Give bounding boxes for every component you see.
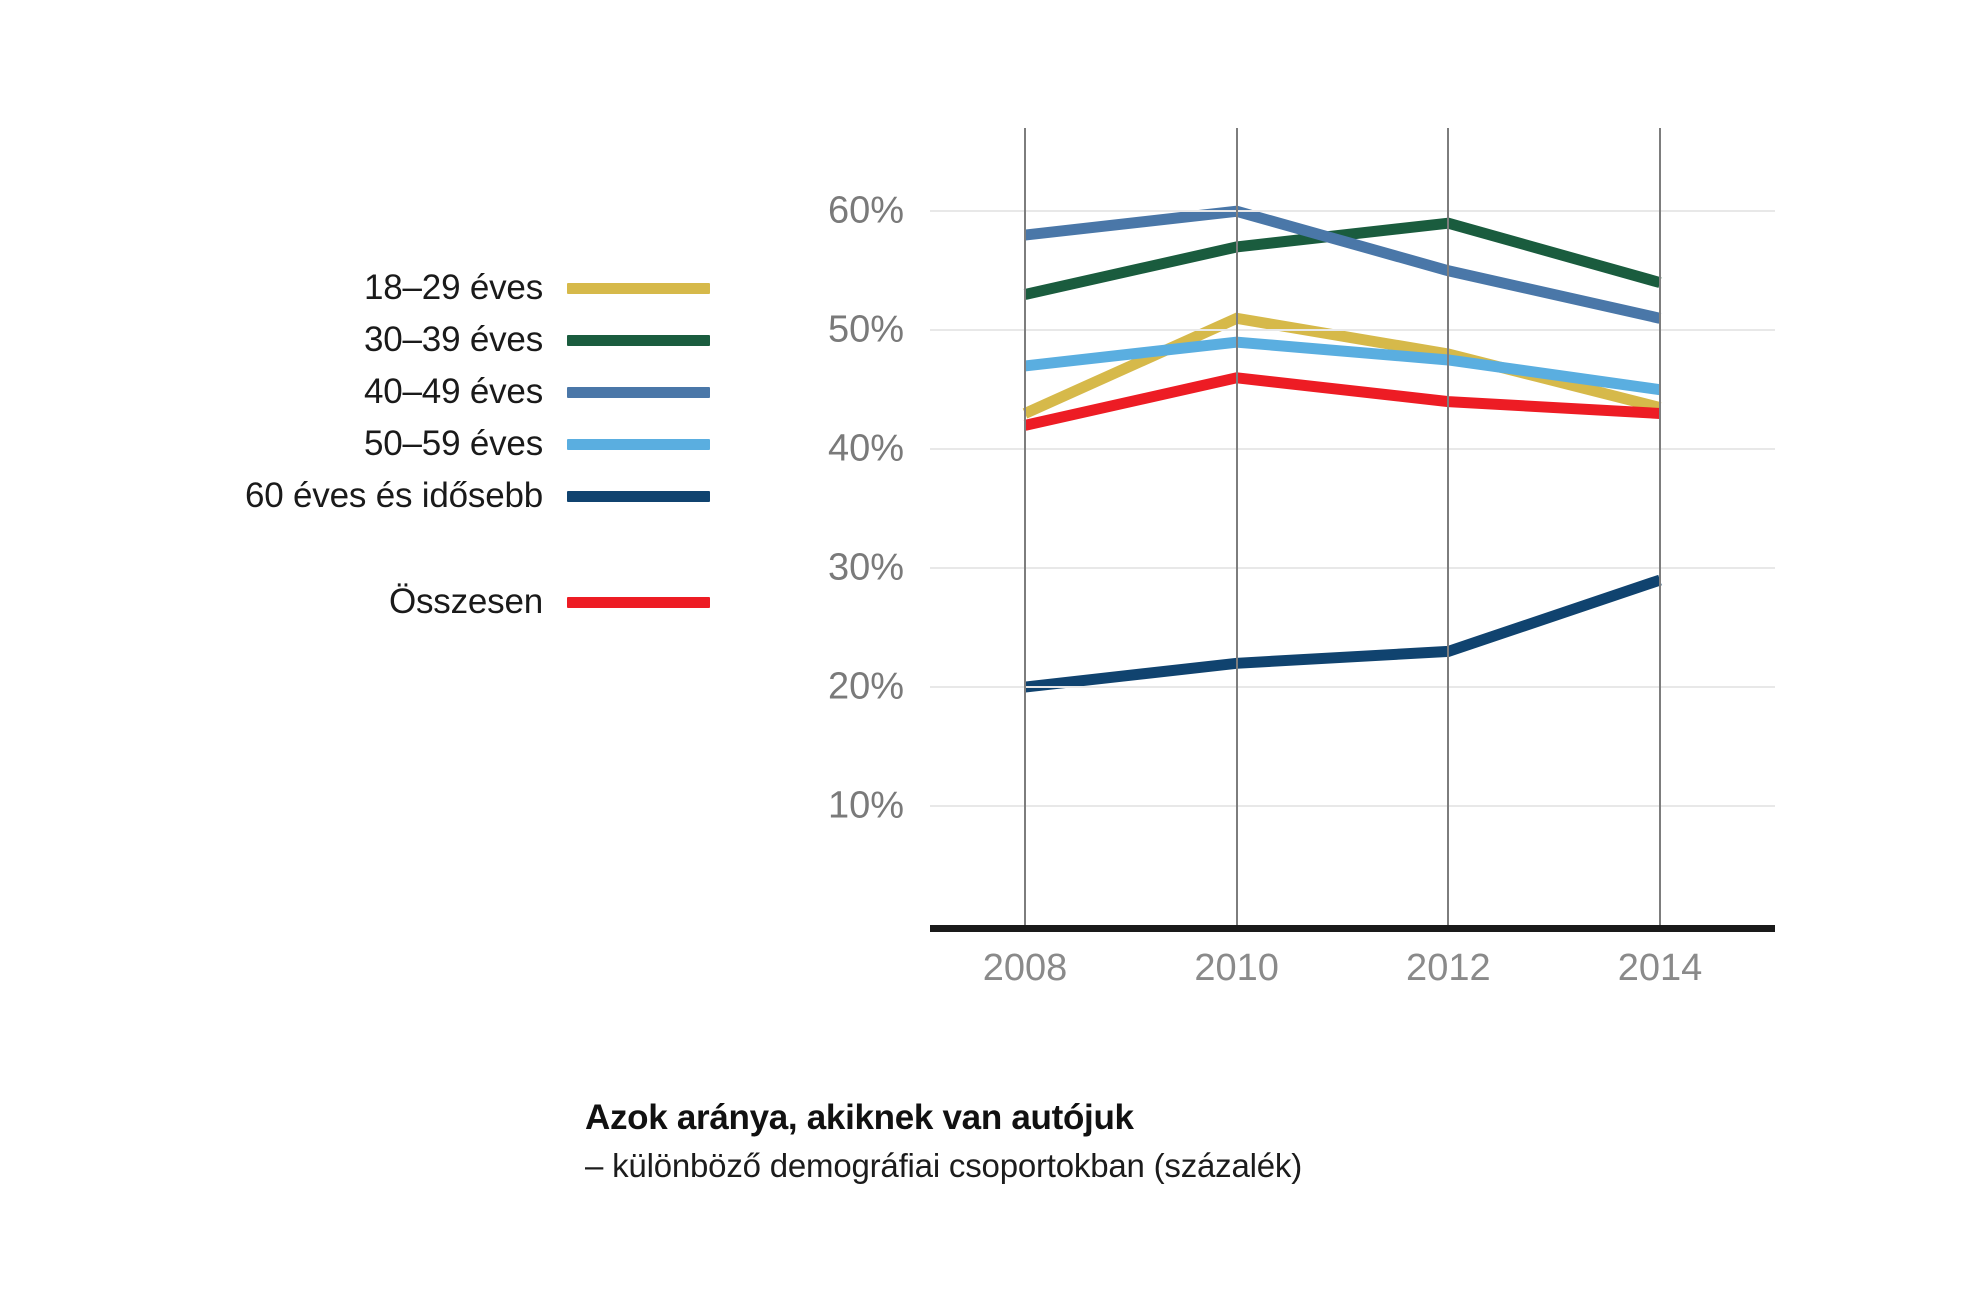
- y-gridline: [930, 567, 1775, 570]
- y-gridline: [930, 448, 1775, 451]
- series-line: [1025, 342, 1660, 390]
- x-gridline: [1024, 128, 1026, 925]
- x-axis-tick-label: 2012: [1406, 947, 1491, 989]
- legend-item-50-59[interactable]: 50–59 éves: [70, 418, 710, 470]
- series-lines: [930, 128, 1775, 925]
- legend-item-total[interactable]: Összesen: [70, 576, 710, 628]
- series-line: [1025, 318, 1660, 413]
- chart-legend: 18–29 éves 30–39 éves 40–49 éves 50–59 é…: [70, 262, 710, 628]
- legend-item-40-49[interactable]: 40–49 éves: [70, 366, 710, 418]
- y-axis-tick-label: 20%: [827, 665, 904, 708]
- x-axis-tick-label: 2014: [1617, 947, 1703, 989]
- legend-label: 60 éves és idősebb: [244, 476, 543, 515]
- legend-swatch-60-plus: [567, 490, 710, 502]
- legend-item-30-39[interactable]: 30–39 éves: [70, 314, 710, 366]
- series-line: [1025, 211, 1660, 318]
- legend-swatch-total: [567, 596, 710, 608]
- legend-label: Összesen: [388, 582, 543, 621]
- y-gridline: [930, 210, 1775, 213]
- legend-swatch-50-59: [567, 438, 710, 450]
- plot-area: 60% 50% 40% 30% 20% 10% 2008 2010 2012 2014: [828, 128, 1775, 989]
- caption-title: Azok aránya, akiknek van autójuk: [585, 1098, 1134, 1137]
- caption-subtitle: – különböző demográfiai csoportokban (sz…: [585, 1147, 1303, 1184]
- series-line: [1025, 223, 1660, 294]
- y-axis-tick-label: 30%: [827, 546, 904, 589]
- legend-swatch-18-29: [567, 282, 710, 294]
- legend-label: 18–29 éves: [364, 268, 543, 307]
- legend-label: 50–59 éves: [364, 424, 543, 463]
- x-axis-tick-label: 2010: [1194, 947, 1279, 989]
- y-axis-tick-label: 50%: [827, 308, 904, 351]
- legend-label: 40–49 éves: [364, 372, 543, 411]
- series-line: [1025, 580, 1660, 687]
- y-axis-tick-label: 10%: [827, 784, 904, 827]
- legend-item-60-plus[interactable]: 60 éves és idősebb: [70, 470, 710, 522]
- x-gridline: [1447, 128, 1450, 925]
- series-line: [1025, 378, 1660, 426]
- y-axis-tick-label: 60%: [827, 189, 904, 232]
- legend-swatch-30-39: [567, 334, 710, 346]
- y-gridline: [930, 805, 1775, 808]
- legend-label: 30–39 éves: [364, 320, 543, 359]
- y-axis-tick-label: 40%: [827, 427, 904, 470]
- legend-item-18-29[interactable]: 18–29 éves: [70, 262, 710, 314]
- legend-swatch-40-49: [567, 386, 710, 398]
- y-gridline: [930, 329, 1775, 332]
- x-axis-tick-label: 2008: [982, 947, 1068, 989]
- chart-container: 60% 50% 40% 30% 20% 10% 2008 2010 2012 2014: [820, 120, 1830, 989]
- chart-caption: Azok aránya, akiknek van autójuk – külön…: [585, 1098, 1685, 1185]
- y-gridline: [930, 686, 1775, 689]
- x-axis-line: [930, 925, 1775, 932]
- x-gridline: [1659, 128, 1661, 925]
- x-gridline: [1235, 128, 1238, 925]
